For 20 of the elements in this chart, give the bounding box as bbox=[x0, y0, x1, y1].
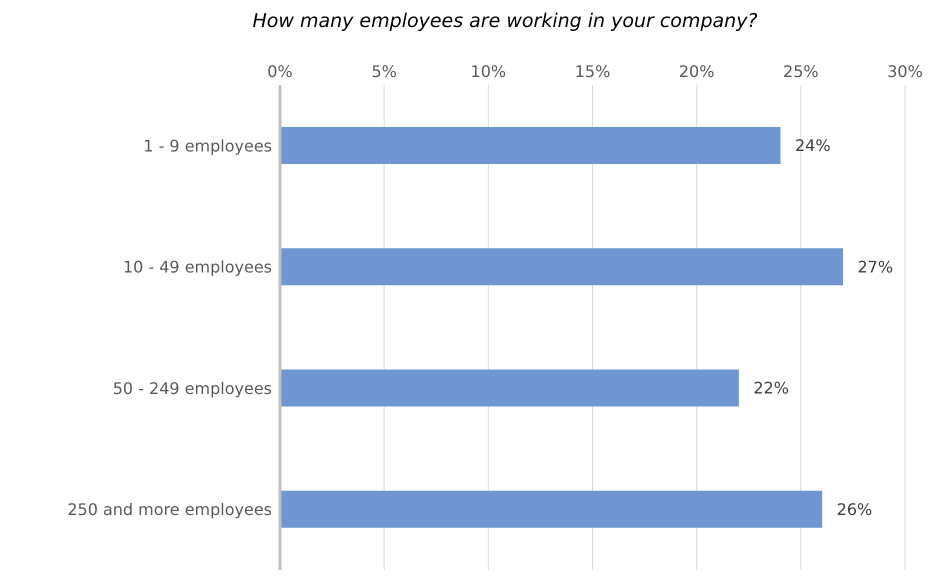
bar bbox=[280, 490, 822, 528]
chart-title: How many employees are working in your company? bbox=[251, 10, 759, 32]
x-tick-label: 5% bbox=[371, 62, 397, 81]
x-tick-label: 25% bbox=[783, 62, 819, 81]
x-tick-label: 15% bbox=[574, 62, 610, 81]
y-tick-label: 1 - 9 employees bbox=[143, 136, 272, 156]
x-tick-label: 30% bbox=[887, 62, 923, 81]
bar bbox=[280, 248, 843, 286]
data-label: 24% bbox=[795, 136, 831, 156]
bar bbox=[280, 369, 739, 406]
data-label: 27% bbox=[858, 257, 894, 276]
y-tick-label: 50 - 249 employees bbox=[112, 378, 272, 398]
data-label: 26% bbox=[836, 500, 872, 519]
x-tick-label: 10% bbox=[470, 62, 506, 81]
bar bbox=[280, 126, 780, 164]
x-tick-label: 0% bbox=[267, 62, 293, 81]
data-label: 22% bbox=[753, 378, 789, 398]
y-tick-label: 10 - 49 employees bbox=[122, 258, 272, 277]
y-tick-label: 250 and more employees bbox=[67, 500, 272, 520]
x-tick-label: 20% bbox=[678, 62, 714, 81]
